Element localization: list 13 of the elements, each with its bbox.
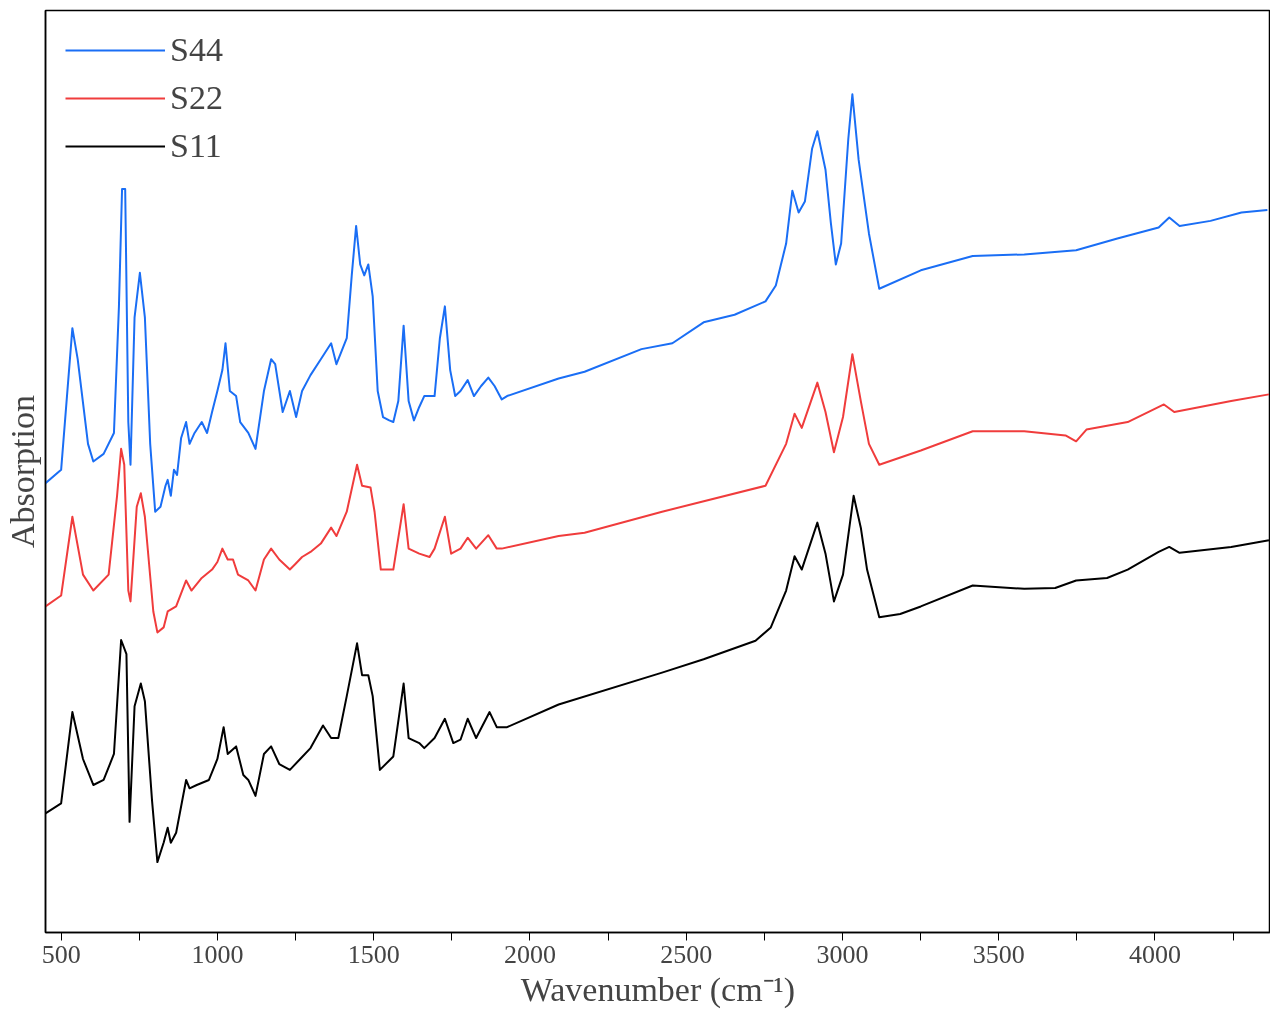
x-tick-label: 3500 xyxy=(972,939,1025,969)
x-tick-label: 2500 xyxy=(660,939,713,969)
x-tick-label: 3000 xyxy=(816,939,869,969)
x-tick-label: 500 xyxy=(41,939,81,969)
y-axis-title: Absorption xyxy=(3,395,41,548)
legend-label: S22 xyxy=(170,79,223,117)
x-tick-label: 1000 xyxy=(191,939,244,969)
x-tick-label: 2000 xyxy=(503,939,556,969)
x-tick-label: 1500 xyxy=(347,939,400,969)
legend-label: S44 xyxy=(170,31,223,69)
x-axis-title: Wavenumber (cm⁻¹) xyxy=(520,970,796,1009)
legend-label: S11 xyxy=(170,127,222,165)
x-tick-label: 4000 xyxy=(1128,939,1181,969)
